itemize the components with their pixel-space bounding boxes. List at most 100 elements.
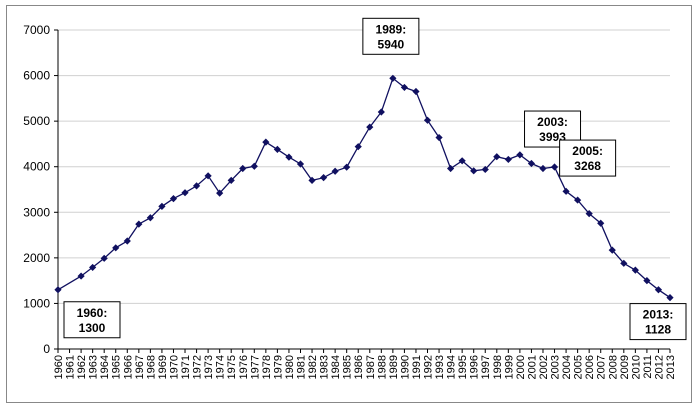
annotation-year: 1989: bbox=[376, 22, 407, 36]
data-point bbox=[666, 293, 674, 302]
data-point bbox=[643, 277, 651, 285]
y-tick-label: 6000 bbox=[23, 69, 50, 83]
data-point bbox=[262, 138, 270, 146]
data-point bbox=[331, 167, 339, 175]
chart-frame bbox=[6, 5, 692, 403]
data-point bbox=[227, 176, 235, 184]
data-point bbox=[273, 145, 281, 153]
y-tick-label: 3000 bbox=[23, 205, 50, 219]
x-tick-label: 2010 bbox=[630, 355, 642, 379]
y-tick-label: 5000 bbox=[23, 114, 50, 128]
x-tick-labels: 1960 1961 1962 1963 1964 1965 1966 1967 1968 1969… bbox=[53, 355, 677, 379]
x-tick-label: 1990 bbox=[399, 355, 411, 379]
data-point bbox=[527, 159, 536, 168]
x-tick-label: 1971 bbox=[180, 355, 192, 379]
x-tick-label: 1996 bbox=[469, 355, 481, 379]
x-tick-label: 2009 bbox=[619, 355, 631, 379]
data-point bbox=[123, 237, 131, 245]
annotation-value: 1128 bbox=[645, 323, 671, 337]
data-point bbox=[504, 155, 512, 164]
data-point bbox=[169, 195, 178, 203]
x-tick-label: 2012 bbox=[653, 355, 665, 379]
data-point bbox=[493, 153, 501, 161]
data-point bbox=[89, 263, 97, 272]
x-tick-label: 1961 bbox=[65, 355, 77, 379]
data-point bbox=[435, 133, 443, 142]
data-point bbox=[550, 163, 559, 171]
x-tick-label: 1999 bbox=[503, 355, 515, 379]
x-tick-label: 1992 bbox=[423, 355, 435, 379]
data-point bbox=[447, 164, 455, 173]
x-tick-label: 1995 bbox=[457, 355, 469, 379]
annotation-box bbox=[63, 301, 121, 339]
annotation-box bbox=[362, 17, 420, 55]
y-tick-labels: 0 1000 2000 3000 4000 5000 6000 7000 bbox=[23, 23, 50, 356]
data-point bbox=[412, 87, 420, 96]
data-point bbox=[574, 196, 582, 204]
axes bbox=[54, 29, 671, 353]
data-point bbox=[319, 174, 328, 182]
y-tick-label: 0 bbox=[43, 342, 50, 356]
data-point bbox=[135, 220, 143, 228]
annotation-year: 2003: bbox=[537, 115, 568, 129]
x-tick-label: 2008 bbox=[607, 355, 619, 379]
x-tick-label: 1997 bbox=[480, 355, 492, 379]
annotation-callout: 1960:1300 bbox=[63, 301, 121, 339]
annotation-callout: 1989:5940 bbox=[362, 17, 420, 55]
y-tick-label: 2000 bbox=[23, 251, 50, 265]
data-point bbox=[77, 272, 85, 280]
x-tick-label: 1972 bbox=[192, 355, 204, 379]
x-tick-label: 1966 bbox=[122, 355, 134, 379]
x-tick-label: 1975 bbox=[226, 355, 238, 379]
data-point bbox=[181, 189, 189, 197]
annotation-box bbox=[629, 303, 687, 341]
annotation-value: 1300 bbox=[79, 321, 106, 335]
x-tick-label: 1980 bbox=[284, 355, 296, 379]
x-tick-label: 2004 bbox=[561, 355, 573, 379]
annotation-value: 3268 bbox=[574, 159, 601, 173]
x-tick-label: 1962 bbox=[76, 355, 88, 379]
data-point bbox=[539, 164, 547, 173]
data-point bbox=[608, 246, 616, 254]
y-tick-label: 1000 bbox=[23, 296, 50, 310]
series-deaths bbox=[54, 74, 674, 302]
data-point bbox=[192, 182, 201, 190]
data-point bbox=[470, 167, 478, 175]
data-point bbox=[354, 143, 362, 151]
x-tick-label: 1982 bbox=[307, 355, 319, 379]
data-point bbox=[216, 189, 224, 197]
x-tick-label: 1968 bbox=[145, 355, 157, 379]
data-point bbox=[239, 164, 247, 173]
data-point bbox=[146, 214, 154, 222]
x-tick-label: 2005 bbox=[573, 355, 585, 379]
annotation-year: 2005: bbox=[572, 144, 603, 158]
x-tick-label: 2000 bbox=[515, 355, 527, 379]
data-point bbox=[377, 108, 385, 116]
annotation-value: 5940 bbox=[378, 37, 405, 51]
data-point bbox=[366, 123, 374, 131]
x-tick-label: 2006 bbox=[584, 355, 596, 379]
data-point bbox=[654, 286, 663, 294]
x-tick-label: 1965 bbox=[111, 355, 123, 379]
annotation-callout: 2005:3268 bbox=[559, 139, 617, 177]
data-point bbox=[250, 162, 258, 170]
x-tick-label: 2013 bbox=[665, 355, 677, 379]
x-tick-label: 1976 bbox=[238, 355, 250, 379]
x-tick-label: 1978 bbox=[261, 355, 273, 379]
x-tick-label: 1983 bbox=[319, 355, 331, 379]
data-point bbox=[389, 74, 397, 82]
data-point bbox=[285, 153, 293, 161]
x-tick-label: 1963 bbox=[88, 355, 100, 379]
x-tick-label: 1998 bbox=[492, 355, 504, 379]
x-tick-label: 1988 bbox=[376, 355, 388, 379]
x-tick-label: 1985 bbox=[342, 355, 354, 379]
x-tick-label: 1989 bbox=[388, 355, 400, 379]
data-point bbox=[458, 157, 466, 165]
x-tick-label: 1974 bbox=[215, 355, 227, 379]
x-tick-label: 1986 bbox=[353, 355, 365, 379]
annotation-year: 2013: bbox=[643, 308, 674, 322]
data-point bbox=[158, 202, 166, 210]
x-tick-label: 2002 bbox=[538, 355, 550, 379]
data-point bbox=[54, 286, 62, 294]
